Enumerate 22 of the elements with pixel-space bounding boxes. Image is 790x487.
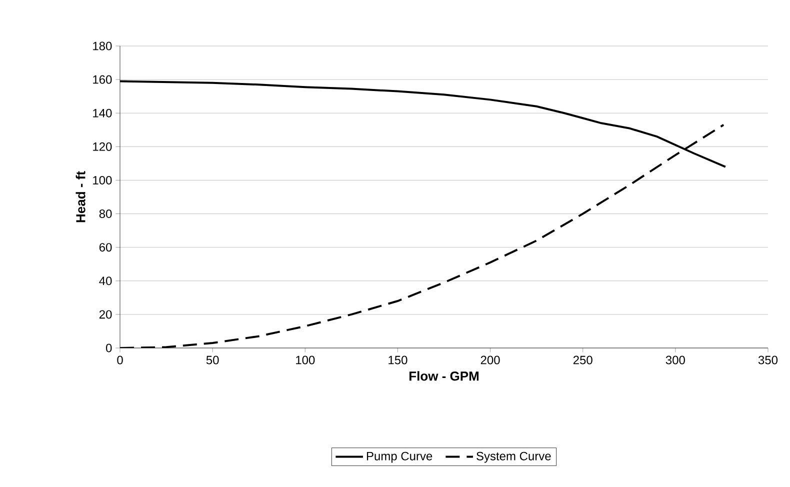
y-tick-label: 20 — [99, 310, 112, 319]
y-tick-label: 120 — [93, 142, 112, 151]
x-tick-label: 250 — [573, 356, 592, 364]
y-tick-label: 180 — [93, 42, 112, 50]
legend-label: Pump Curve — [366, 452, 432, 463]
x-tick-label: 200 — [480, 356, 500, 364]
x-tick-label: 0 — [117, 356, 123, 364]
x-tick-label: 50 — [206, 356, 219, 364]
y-tick-label: 160 — [93, 75, 112, 84]
x-tick-label: 350 — [758, 356, 778, 364]
x-tick-label: 150 — [388, 356, 408, 364]
legend-label: System Curve — [476, 452, 551, 463]
x-axis-title: Flow - GPM — [409, 371, 479, 381]
y-tick-label: 60 — [99, 243, 112, 252]
y-tick-label: 40 — [99, 276, 112, 286]
y-axis-title: Head - ft — [76, 171, 86, 222]
x-tick-label: 300 — [666, 356, 685, 364]
x-tick-label: 100 — [296, 356, 315, 364]
y-tick-label: 80 — [99, 210, 112, 218]
y-tick-label: 140 — [93, 108, 112, 118]
y-tick-label: 0 — [106, 344, 112, 352]
y-tick-label: 100 — [93, 176, 112, 184]
